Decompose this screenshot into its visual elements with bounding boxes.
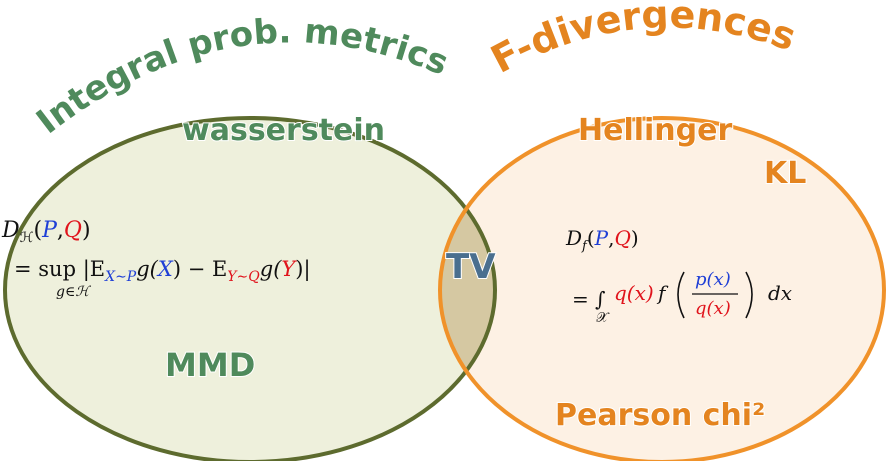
sym: )|	[295, 257, 310, 282]
sym: ,	[608, 226, 614, 250]
sym: D	[565, 226, 582, 250]
paren	[677, 271, 685, 319]
member-label: MMD	[165, 346, 255, 384]
sym: q(x)	[614, 281, 654, 305]
formula-line: Df(P,Q)	[565, 226, 639, 254]
sym: = sup |E	[14, 257, 105, 282]
sub: Y∼Q	[227, 269, 260, 285]
ipm-set	[5, 118, 495, 461]
integral-domain: 𝒳	[596, 310, 610, 326]
ipm-outline	[3, 116, 497, 461]
f-div-title: F-divergences	[484, 0, 802, 82]
sub: ℋ	[20, 230, 34, 246]
member-label: Hellinger	[578, 113, 732, 148]
sym: dx	[768, 281, 792, 305]
sym: g(	[260, 257, 282, 281]
member-label: wasserstein	[182, 113, 385, 148]
sym: = ∫	[572, 287, 606, 311]
formula-line: = ∫	[572, 287, 606, 311]
sym: P	[594, 226, 609, 250]
sym: (	[587, 226, 595, 250]
sup-sub: g∈ℋ	[56, 284, 91, 300]
sym: ,	[57, 218, 64, 243]
member-label: Pearson chi²	[555, 398, 765, 433]
sym: D	[1, 218, 20, 243]
f-divergence-outline	[438, 116, 886, 461]
sub: f	[581, 239, 589, 254]
f-div-title-path: F-divergences	[483, 0, 803, 83]
denominator: q(x)	[695, 298, 731, 319]
formula-line: = sup |EX∼Pg(X) − EY∼Qg(Y)|	[14, 257, 311, 285]
sym: (	[33, 218, 42, 243]
sym: Y	[281, 257, 297, 281]
sym: g(	[136, 257, 158, 281]
sym: P	[41, 218, 58, 243]
member-label: KL	[764, 156, 806, 191]
sym: Q	[64, 218, 82, 243]
numerator: p(x)	[695, 269, 731, 290]
sym: ) − E	[173, 257, 227, 281]
sym: )	[82, 218, 91, 243]
sub: X∼P	[104, 269, 137, 285]
sym: Q	[615, 226, 631, 250]
sym: )	[631, 226, 639, 250]
paren	[745, 271, 753, 319]
sym: X	[156, 257, 174, 281]
f-divergence-set	[440, 118, 884, 461]
intersection-label: TV	[446, 247, 496, 287]
formula-line: Dℋ(P,Q)	[1, 218, 91, 246]
